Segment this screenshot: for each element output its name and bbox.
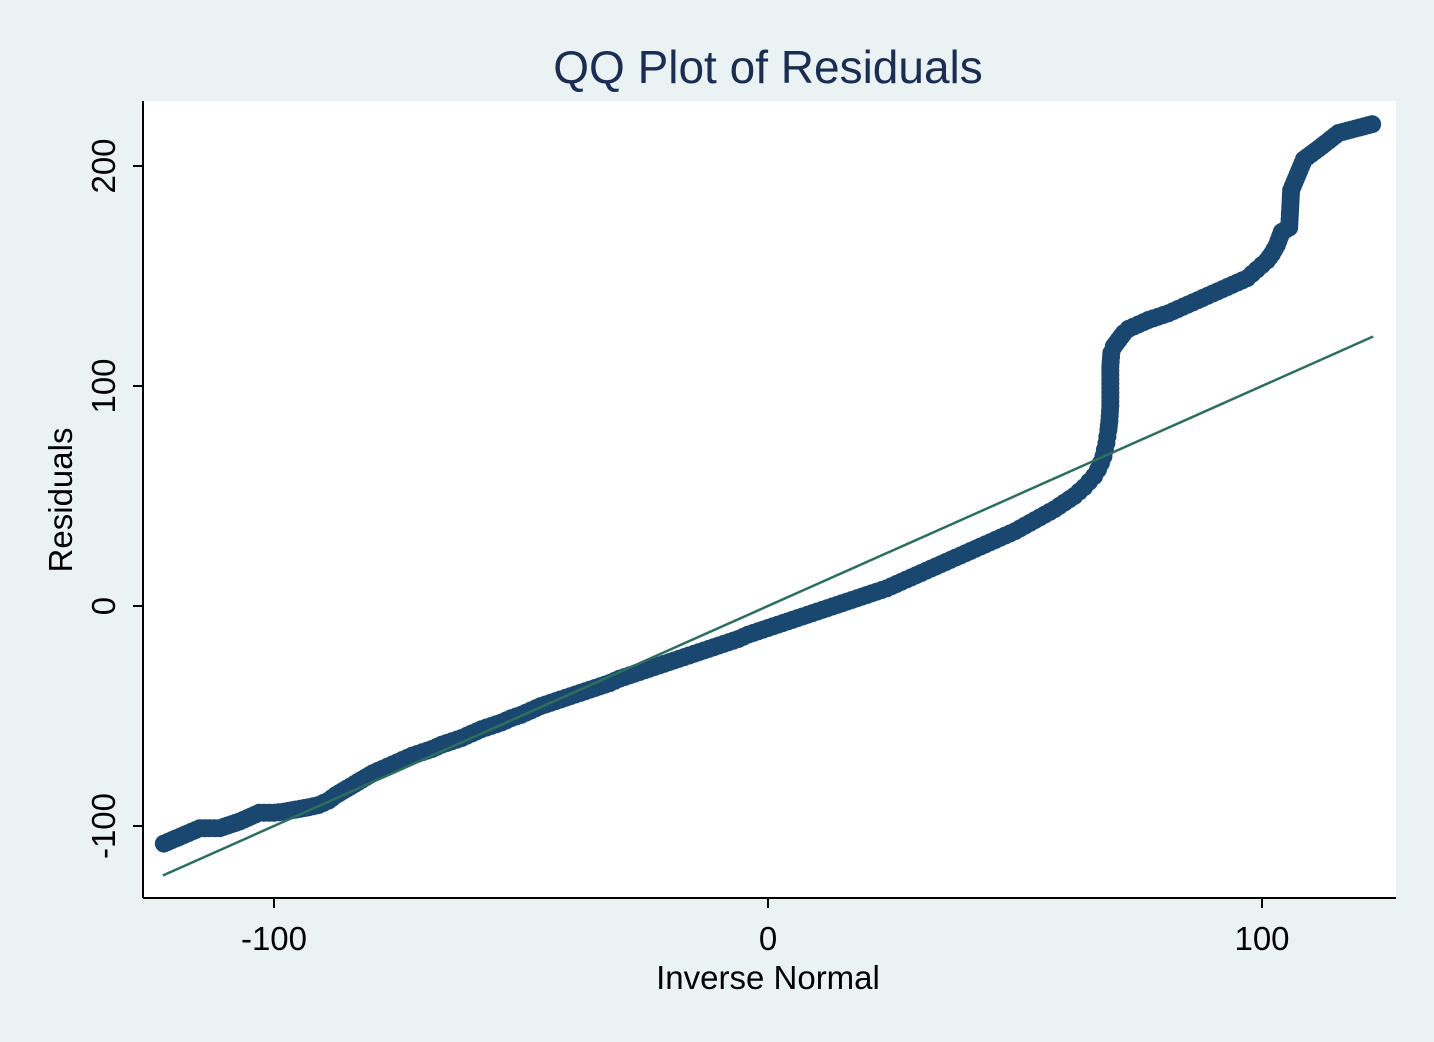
- reference-line-layer: [162, 335, 1374, 877]
- y-tick-label: 0: [85, 597, 122, 615]
- data-point: [1363, 115, 1382, 134]
- y-axis-ticks: -100 0 100 200: [85, 138, 143, 859]
- y-axis-title: Residuals: [42, 428, 79, 573]
- y-tick-label: -100: [85, 793, 122, 859]
- reference-line: [162, 335, 1374, 877]
- chart-title: QQ Plot of Residuals: [553, 41, 983, 93]
- plot-area-background: [143, 101, 1396, 898]
- y-tick-label: 100: [85, 358, 122, 413]
- y-tick-label: 200: [85, 138, 122, 193]
- x-tick-label: 100: [1234, 920, 1289, 957]
- x-axis-ticks: -100 0 100: [241, 898, 1290, 957]
- x-tick-label: -100: [241, 920, 307, 957]
- x-tick-label: 0: [759, 920, 777, 957]
- x-axis-title: Inverse Normal: [656, 959, 880, 996]
